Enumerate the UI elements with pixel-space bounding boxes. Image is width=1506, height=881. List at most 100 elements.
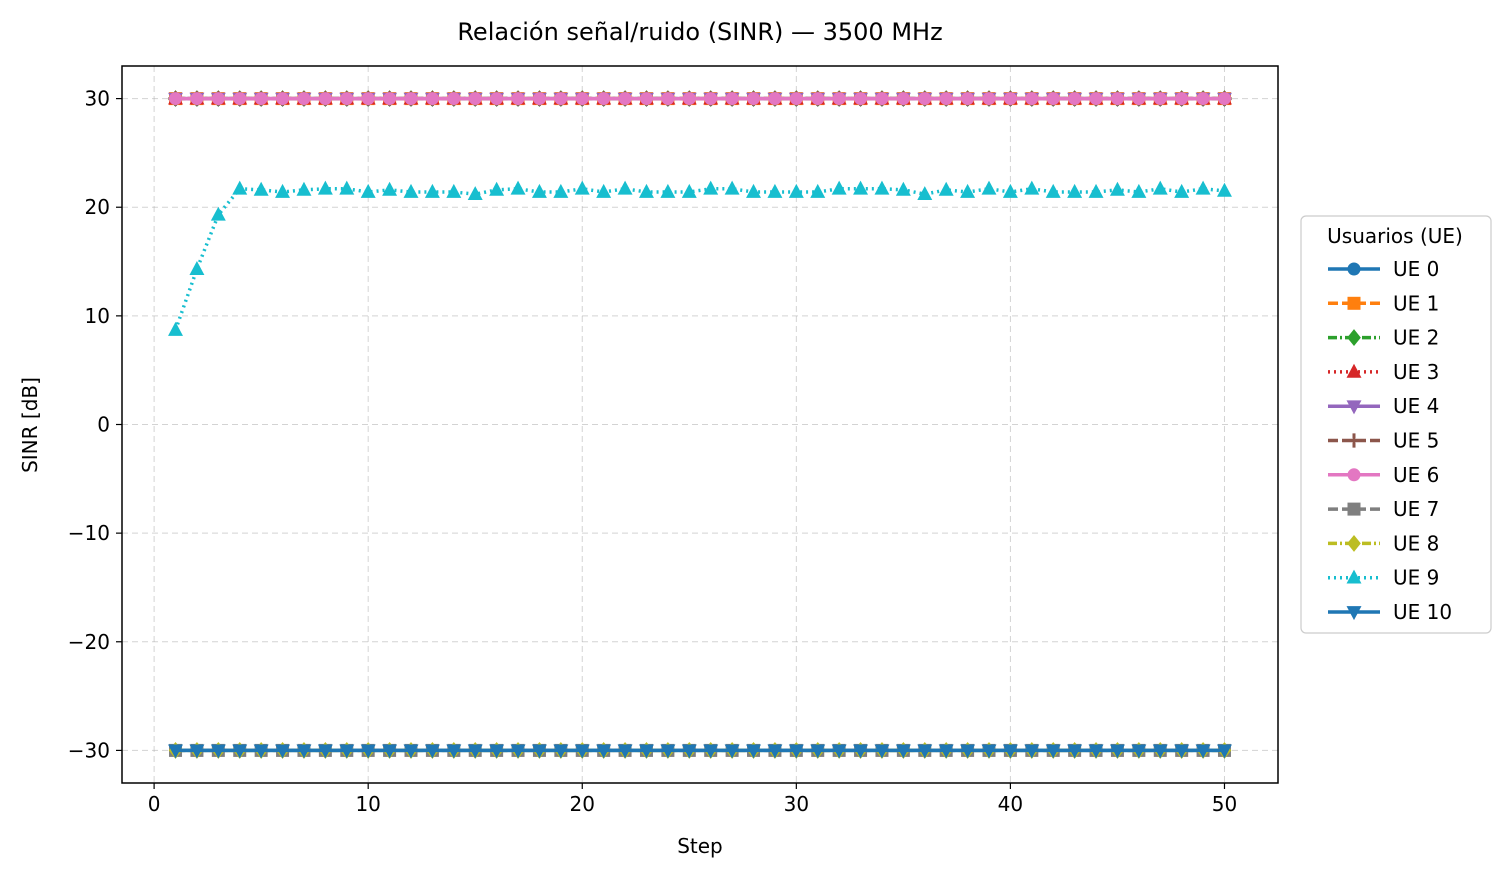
data-point-ue-9 — [831, 180, 847, 195]
axes: 0 10 20 30 40 50 −30 −20 −10 0 10 20 30 — [68, 87, 1237, 816]
data-point-ue-10 — [639, 744, 654, 759]
y-tick-label: 0 — [97, 413, 110, 437]
data-point-ue-9 — [317, 180, 333, 195]
data-point-ue-6 — [211, 92, 225, 106]
legend-label-ue-5: UE 5 — [1393, 429, 1439, 453]
data-point-ue-10 — [1002, 744, 1018, 759]
data-point-ue-6 — [404, 92, 418, 106]
data-point-ue-9 — [639, 183, 654, 198]
data-point-ue-6 — [768, 92, 782, 106]
data-point-ue-9 — [917, 186, 933, 201]
y-tick-label: 30 — [85, 87, 110, 111]
legend-label-ue-3: UE 3 — [1393, 360, 1439, 384]
data-point-ue-6 — [982, 92, 996, 106]
data-point-ue-6 — [961, 92, 975, 106]
data-point-ue-9 — [596, 183, 612, 198]
data-point-ue-9 — [895, 181, 911, 196]
x-tick-label: 20 — [570, 792, 595, 816]
y-tick-label: −10 — [68, 521, 110, 545]
y-tick-label: 10 — [85, 304, 110, 328]
legend-marker-ue-3 — [1346, 363, 1362, 378]
legend-entry-ue-1: UE 1 — [1328, 291, 1439, 315]
data-point-ue-10 — [767, 744, 783, 759]
data-point-ue-9 — [510, 180, 526, 195]
data-point-ue-10 — [746, 744, 761, 759]
legend-title: Usuarios (UE) — [1327, 224, 1463, 248]
data-point-ue-10 — [938, 744, 954, 759]
data-point-ue-10 — [424, 744, 440, 759]
data-point-ue-6 — [1132, 92, 1146, 106]
data-point-ue-9 — [1195, 180, 1211, 195]
data-point-ue-9 — [1024, 180, 1040, 195]
legend-label-ue-0: UE 0 — [1393, 257, 1439, 281]
data-point-ue-6 — [939, 92, 953, 106]
data-point-ue-6 — [639, 92, 653, 106]
data-point-ue-10 — [960, 744, 976, 759]
data-point-ue-10 — [1152, 744, 1168, 759]
series-line-ue-9 — [173, 186, 1225, 331]
x-tick-label: 40 — [998, 792, 1023, 816]
data-point-ue-9 — [275, 183, 291, 198]
data-point-ue-6 — [554, 92, 568, 106]
legend-entry-ue-3: UE 3 — [1328, 360, 1439, 384]
data-point-ue-9 — [360, 183, 376, 198]
legend-marker-ue-0 — [1347, 262, 1361, 276]
data-point-ue-9 — [1002, 183, 1018, 198]
data-point-ue-10 — [831, 744, 847, 759]
data-point-ue-10 — [1131, 744, 1147, 759]
legend-label-ue-8: UE 8 — [1393, 531, 1439, 555]
legend-entry-ue-10: UE 10 — [1328, 600, 1452, 624]
data-point-ue-10 — [1088, 744, 1104, 759]
data-point-ue-9 — [938, 181, 954, 196]
data-point-ue-10 — [339, 744, 355, 759]
data-point-ue-6 — [318, 92, 332, 106]
data-point-ue-10 — [1024, 744, 1040, 759]
data-point-ue-9 — [210, 206, 226, 221]
data-point-ue-9 — [788, 183, 804, 198]
data-point-ue-10 — [1045, 744, 1061, 759]
data-point-ue-10 — [531, 744, 547, 759]
x-tick-label: 0 — [148, 792, 161, 816]
data-point-ue-10 — [360, 744, 376, 759]
data-point-ue-9 — [1109, 181, 1125, 196]
data-point-ue-10 — [210, 744, 226, 759]
data-point-ue-10 — [489, 744, 505, 759]
data-point-ue-6 — [832, 92, 846, 106]
data-point-ue-6 — [468, 92, 482, 106]
data-point-ue-10 — [660, 744, 676, 759]
data-point-ue-10 — [467, 744, 483, 759]
data-point-ue-9 — [296, 181, 312, 196]
data-point-ue-10 — [168, 744, 183, 759]
data-point-ue-10 — [895, 744, 911, 759]
data-point-ue-10 — [681, 744, 697, 759]
y-tick-label: −20 — [68, 630, 110, 654]
series-ue-9 — [168, 180, 1232, 336]
data-point-ue-10 — [810, 744, 826, 759]
x-tick-label: 50 — [1212, 792, 1237, 816]
legend-entry-ue-6: UE 6 — [1328, 463, 1439, 487]
data-point-ue-6 — [361, 92, 375, 106]
legend-frame — [1300, 215, 1492, 634]
data-point-ue-6 — [875, 92, 889, 106]
data-point-ue-10 — [296, 744, 312, 759]
data-point-ue-10 — [917, 744, 933, 759]
data-point-ue-6 — [383, 92, 397, 106]
data-point-ue-6 — [190, 92, 204, 106]
data-point-ue-9 — [810, 183, 826, 198]
data-point-ue-6 — [618, 92, 632, 106]
data-point-ue-6 — [511, 92, 525, 106]
data-point-ue-10 — [574, 744, 590, 759]
data-point-ue-10 — [510, 744, 526, 759]
legend-entry-ue-0: UE 0 — [1328, 257, 1439, 281]
data-point-ue-6 — [1046, 92, 1060, 106]
legend-marker-ue-6 — [1347, 468, 1361, 482]
data-point-ue-6 — [1089, 92, 1103, 106]
data-point-ue-6 — [276, 92, 290, 106]
data-point-ue-9 — [703, 180, 719, 195]
data-point-ue-6 — [747, 92, 761, 106]
legend-entry-ue-8: UE 8 — [1328, 531, 1439, 555]
data-point-ue-6 — [918, 92, 932, 106]
legend-entry-ue-5: UE 5 — [1328, 429, 1439, 453]
legend-entry-ue-7: UE 7 — [1328, 497, 1439, 521]
data-point-ue-9 — [660, 183, 676, 198]
